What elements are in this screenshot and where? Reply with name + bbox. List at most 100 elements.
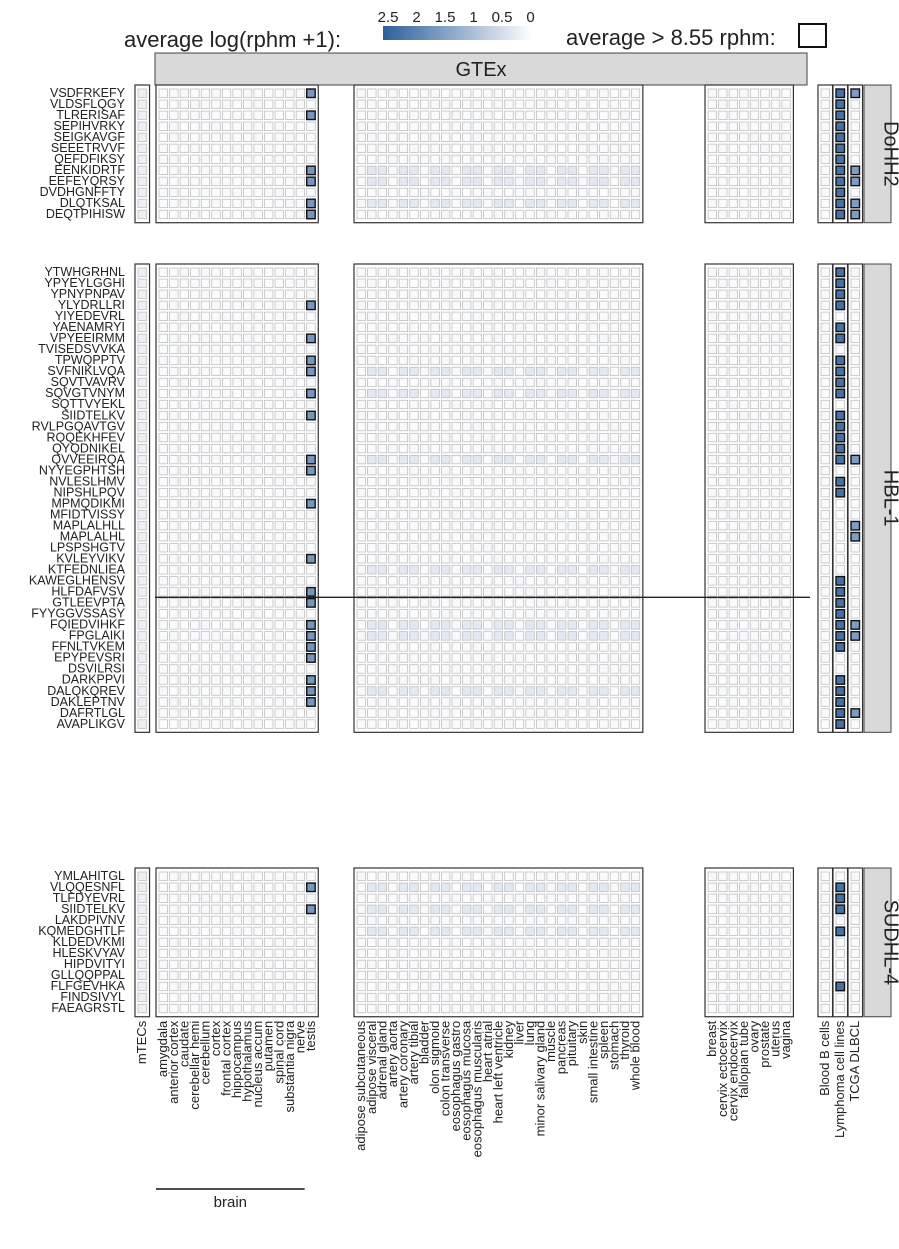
heatmap-cell [739,937,749,947]
heatmap-cell [850,198,861,209]
heatmap-cell [739,642,749,652]
heatmap-cell [749,121,760,131]
heatmap-cell [707,948,717,958]
heatmap-cell [728,366,738,377]
heatmap-cell [430,333,440,343]
heatmap-cell [770,992,781,1003]
heatmap-cell [232,466,242,476]
heatmap-cell [760,565,770,575]
heatmap-cell [285,642,295,652]
heatmap-cell [781,893,791,903]
heatmap-cell [749,609,760,619]
heatmap-cell [441,466,451,476]
heatmap-cell [557,377,567,388]
heatmap-cell [760,488,770,498]
heatmap-cell [835,121,846,132]
heatmap-cell [221,466,232,476]
heatmap-cell [546,937,556,947]
heatmap-cell [179,399,189,410]
heatmap-cell [739,477,749,487]
heatmap-cell [525,675,535,685]
heatmap-cell [609,110,620,120]
heatmap-cell [451,432,461,443]
heatmap-cell [630,642,641,652]
panel-frame [704,867,795,1018]
heatmap-cell [514,198,525,209]
heatmap-cell [253,871,263,881]
heatmap-cell [398,410,409,421]
heatmap-cell [190,554,200,564]
heatmap-cell [728,904,738,914]
heatmap-cell [285,121,295,131]
heatmap-cell [493,871,503,881]
heatmap-cell [264,631,274,641]
heatmap-cell [388,187,398,198]
heatmap-cell [472,421,482,432]
heatmap-cell [398,554,409,564]
heatmap-cell [781,132,791,142]
heatmap-cell [409,653,419,663]
heatmap-cell [483,992,493,1003]
heatmap-cell [525,697,535,707]
heatmap-cell [367,165,377,175]
heatmap-cell [190,154,200,164]
heatmap-cell [535,926,546,936]
heatmap-cell [609,432,620,443]
heatmap-cell [377,143,387,153]
heatmap-cell [820,466,830,476]
heatmap-cell [243,642,253,652]
heatmap-cell [609,510,620,520]
heatmap-cell [630,554,641,564]
heatmap-cell [211,598,221,608]
column-label: substantia nigra [282,1020,297,1113]
heatmap-cell [835,521,845,531]
heatmap-cell [514,981,525,992]
heatmap-cell [620,88,630,98]
heatmap-cell [820,675,830,685]
heatmap-cell [137,344,147,354]
heatmap-cell [588,377,598,388]
heatmap-cell [462,981,472,992]
heatmap-cell [514,477,525,487]
heatmap-cell [430,300,440,310]
heatmap-cell [514,399,525,410]
heatmap-cell [451,377,461,388]
heatmap-cell [200,333,211,343]
heatmap-cell [546,154,556,164]
heatmap-cell [377,399,387,410]
heatmap-cell [760,664,770,674]
heatmap-cell [718,421,728,432]
row-label: KQMEDGHTLF [38,924,125,938]
heatmap-cell [546,554,556,564]
heatmap-cell [232,675,242,685]
heatmap-cell [377,510,387,520]
heatmap-cell [718,143,728,153]
heatmap-cell [609,377,620,388]
heatmap-cell [578,198,588,209]
heatmap-cell [620,915,630,925]
heatmap-cell [781,99,791,109]
heatmap-cell [419,388,430,399]
heatmap-cell [760,521,770,531]
heatmap-cell [493,154,503,164]
heatmap-cell [557,355,567,366]
heatmap-cell [707,355,717,366]
heatmap-cell [578,289,588,299]
heatmap-cell [253,377,263,388]
row-label: VSDFRKEFY [50,86,126,100]
heatmap-cell [190,355,200,366]
heatmap-cell [419,121,430,131]
heatmap-cell [707,132,717,142]
heatmap-cell [535,576,546,586]
heatmap-cell [285,289,295,299]
heatmap-cell [835,675,846,685]
heatmap-cell [264,554,274,564]
heatmap-cell [728,948,738,958]
heatmap-cell [190,992,200,1003]
row-label: EENKIDRTF [54,163,125,177]
heatmap-cell [430,697,440,707]
heatmap-cell [137,432,147,443]
heatmap-cell [472,926,482,936]
heatmap-cell [472,937,482,947]
heatmap-cell [493,488,503,498]
